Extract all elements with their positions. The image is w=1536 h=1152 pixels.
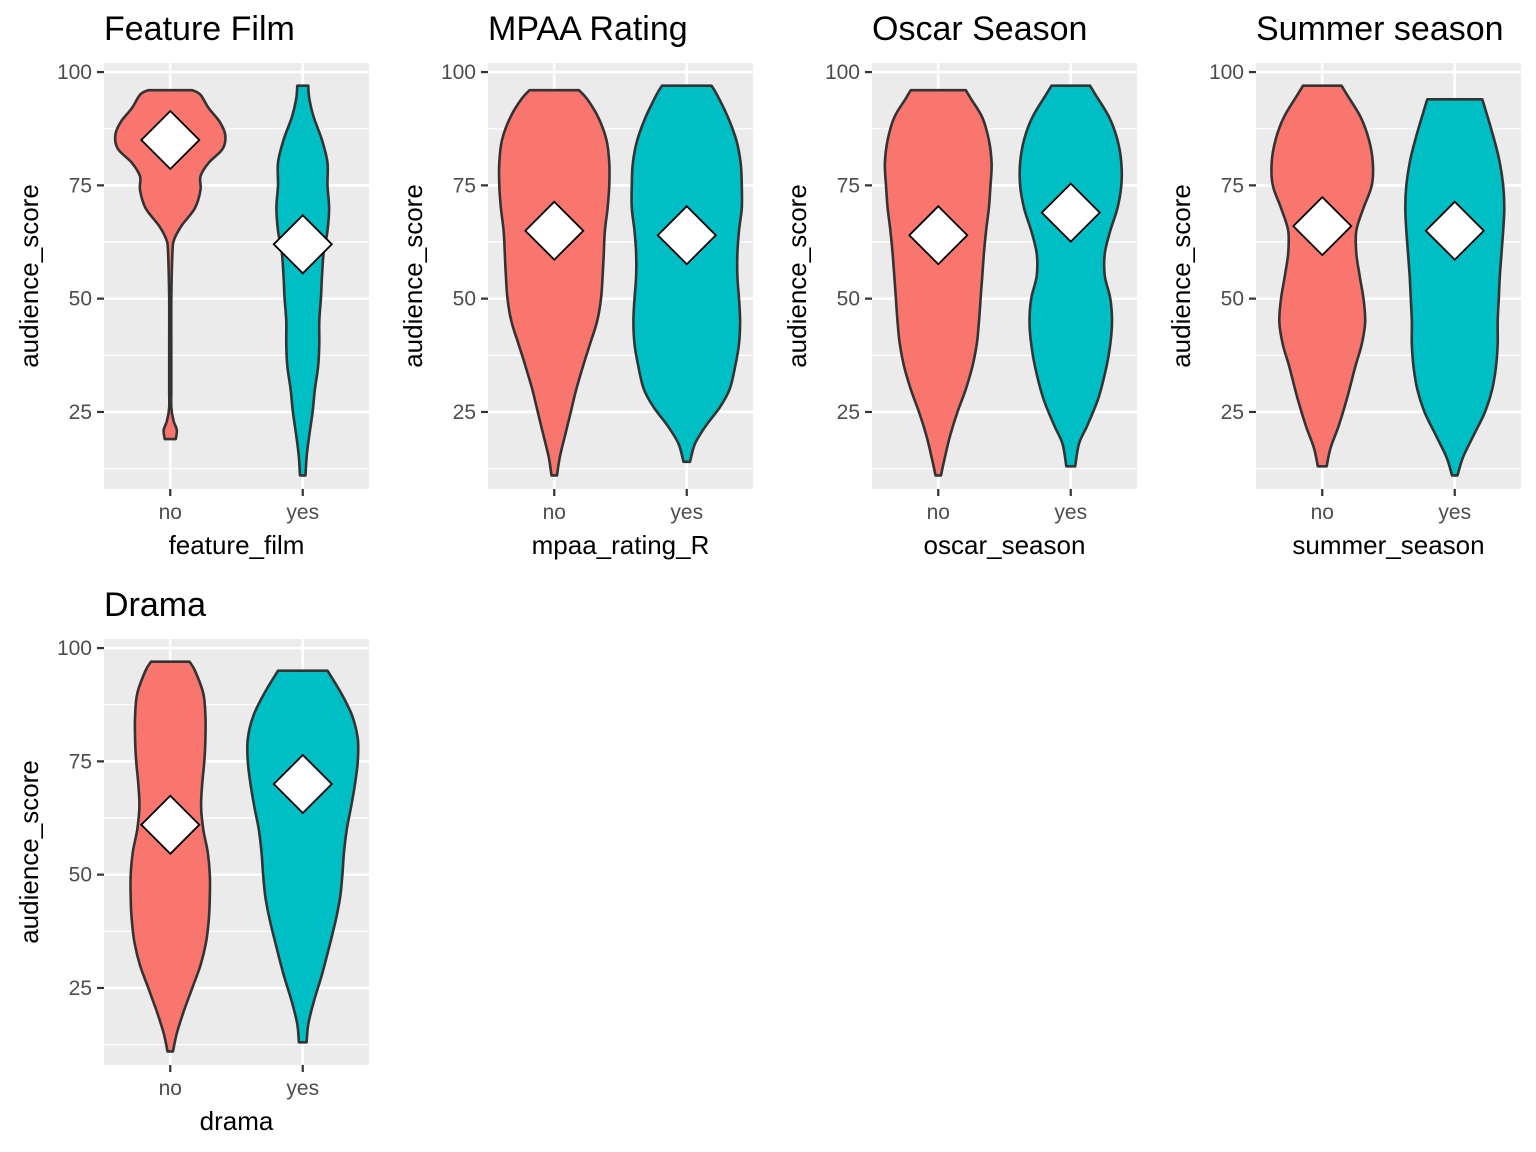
y-tick-label: 50 xyxy=(1221,288,1244,311)
y-axis-title: audience_score xyxy=(14,760,44,944)
x-tick-label: yes xyxy=(286,1077,319,1100)
y-axis-title: audience_score xyxy=(14,184,44,368)
x-tick-label: yes xyxy=(1438,501,1471,524)
panel-title: Oscar Season xyxy=(872,10,1087,48)
panel-oscar-season: Oscar Season oscar_season audience_score… xyxy=(782,10,1137,560)
mean-diamond-yes xyxy=(272,214,334,275)
mean-diamond-no xyxy=(140,109,201,171)
violin-yes xyxy=(630,84,744,464)
x-axis-title: feature_film xyxy=(169,530,305,560)
y-tick-label: 100 xyxy=(57,637,92,660)
mean-diamond-yes xyxy=(272,753,334,815)
mean-diamond-yes xyxy=(1424,200,1486,261)
y-tick-label: 25 xyxy=(69,977,92,1000)
x-axis-title: summer_season xyxy=(1292,530,1484,560)
violin-no xyxy=(1270,84,1375,468)
mean-diamond-yes xyxy=(656,204,718,266)
panel-title: MPAA Rating xyxy=(488,10,688,48)
panel-title: Drama xyxy=(104,586,206,624)
y-tick-label: 75 xyxy=(453,174,476,197)
violin-yes xyxy=(1018,84,1124,468)
x-tick-label: no xyxy=(543,501,566,524)
y-axis-title: audience_score xyxy=(1166,184,1196,368)
violin-yes xyxy=(1404,98,1506,477)
violin-yes xyxy=(275,84,331,477)
x-axis-title: oscar_season xyxy=(924,530,1086,560)
mean-diamond-yes xyxy=(1040,182,1102,243)
panel-drama: Drama drama audience_score 25 50 75 100 no ye… xyxy=(14,586,369,1136)
panel-feature-film: Feature Film feature_film audience_score… xyxy=(14,10,369,560)
mean-diamond-no xyxy=(524,200,585,261)
x-axis-title: drama xyxy=(200,1106,274,1136)
x-tick-label: no xyxy=(927,501,950,524)
y-tick-label: 75 xyxy=(69,174,92,197)
x-tick-label: yes xyxy=(670,501,703,524)
y-tick-label: 75 xyxy=(69,750,92,773)
y-tick-label: 25 xyxy=(453,401,476,424)
y-tick-label: 50 xyxy=(453,288,476,311)
x-tick-label: yes xyxy=(1054,501,1087,524)
violin-no xyxy=(883,88,993,477)
x-tick-label: no xyxy=(159,501,182,524)
y-tick-label: 100 xyxy=(441,61,476,84)
y-tick-label: 25 xyxy=(837,401,860,424)
violin-no xyxy=(113,88,227,441)
y-tick-label: 50 xyxy=(837,288,860,311)
y-tick-label: 50 xyxy=(69,864,92,887)
mean-diamond-no xyxy=(1292,195,1353,257)
x-tick-label: no xyxy=(159,1077,182,1100)
y-tick-label: 75 xyxy=(837,174,860,197)
x-axis-title: mpaa_rating_R xyxy=(532,530,710,560)
x-tick-label: no xyxy=(1311,501,1334,524)
y-tick-label: 25 xyxy=(69,401,92,424)
violin-yes xyxy=(245,669,360,1044)
y-axis-title: audience_score xyxy=(398,184,428,368)
y-tick-label: 25 xyxy=(1221,401,1244,424)
x-tick-label: yes xyxy=(286,501,319,524)
y-tick-label: 100 xyxy=(825,61,860,84)
y-tick-label: 100 xyxy=(57,61,92,84)
panel-summer-season: Summer season summer_season audience_sco… xyxy=(1166,10,1521,560)
panel-mpaa-rating: MPAA Rating mpaa_rating_R audience_score… xyxy=(398,10,753,560)
y-tick-label: 75 xyxy=(1221,174,1244,197)
y-tick-label: 50 xyxy=(69,288,92,311)
panel-title: Feature Film xyxy=(104,10,295,48)
mean-diamond-no xyxy=(908,204,969,266)
y-tick-label: 100 xyxy=(1209,61,1244,84)
violin-no xyxy=(497,88,611,477)
mean-diamond-no xyxy=(140,794,201,856)
violin-no xyxy=(129,660,212,1053)
panel-title: Summer season xyxy=(1256,10,1504,48)
y-axis-title: audience_score xyxy=(782,184,812,368)
